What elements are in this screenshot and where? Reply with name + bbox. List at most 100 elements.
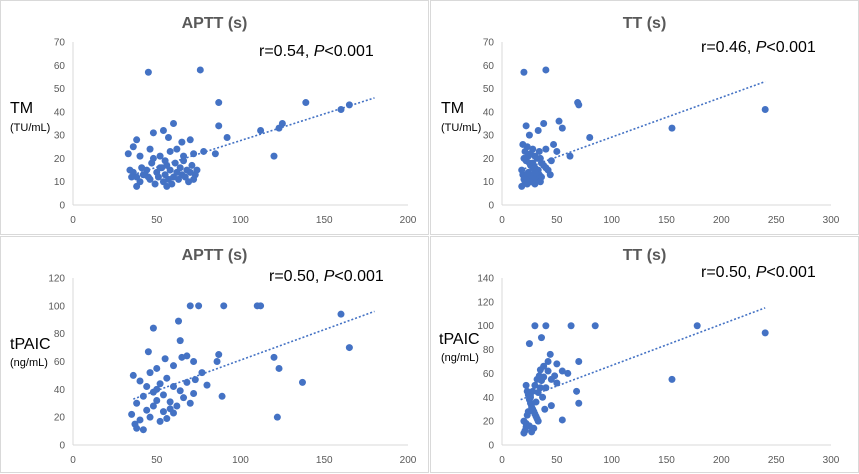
data-point — [180, 152, 188, 160]
y-tick-label: 0 — [59, 201, 65, 212]
data-point — [540, 120, 548, 127]
y-tick-label: 60 — [483, 369, 495, 380]
data-point — [531, 322, 539, 330]
x-tick-label: 300 — [823, 215, 840, 226]
data-point — [170, 409, 177, 417]
data-point — [154, 173, 162, 181]
data-point — [190, 358, 198, 365]
data-point — [523, 143, 531, 151]
x-tick-label: 0 — [70, 215, 76, 226]
y-tick-label: 120 — [48, 274, 65, 285]
y-tick-label: 70 — [483, 38, 495, 49]
data-point — [171, 159, 179, 167]
chart-tt-tpaic: TT (s) r=0.50, P<0.001 tPAIC (ng/mL) 0 20… — [430, 236, 859, 473]
y-tick-label: 20 — [483, 154, 495, 165]
data-point — [270, 152, 278, 160]
data-point — [530, 424, 538, 432]
y-tick-label: 40 — [54, 385, 66, 396]
x-tick-label: 0 — [499, 215, 505, 226]
y-tick-label: 60 — [54, 357, 66, 368]
scatter-plot: 0 20 40 60 80 100 120 140 0 50 100 150 200 250 300 — [477, 274, 839, 467]
data-point — [535, 147, 543, 155]
data-point — [575, 358, 583, 365]
y-axis-label: TM — [10, 100, 34, 117]
data-point — [586, 133, 594, 141]
data-point — [190, 150, 198, 158]
correlation-stat: r=0.46, P<0.001 — [701, 39, 816, 56]
y-axis-label: TM — [441, 100, 465, 117]
data-point — [176, 337, 184, 345]
y-tick-label: 20 — [54, 413, 66, 424]
data-point — [547, 157, 555, 165]
data-point — [573, 387, 581, 395]
y-tick-label: 20 — [483, 417, 495, 428]
data-point — [525, 159, 533, 167]
data-point — [203, 381, 211, 389]
data-point — [591, 322, 599, 330]
data-point — [211, 150, 219, 158]
data-point — [163, 415, 171, 423]
y-tick-label: 40 — [483, 107, 495, 118]
y-tick-label: 100 — [48, 301, 65, 312]
data-point — [129, 371, 137, 379]
x-tick-label: 150 — [316, 455, 333, 466]
chart-title: APTT (s) — [181, 247, 248, 264]
data-point — [176, 387, 184, 395]
data-point — [133, 136, 141, 144]
data-point — [159, 126, 167, 134]
data-point — [186, 302, 194, 310]
x-tick-label: 0 — [70, 455, 76, 466]
y-tick-label: 100 — [477, 321, 494, 332]
data-point — [213, 358, 221, 365]
data-point — [567, 322, 575, 330]
data-point — [541, 405, 549, 413]
data-point — [190, 390, 198, 398]
data-point — [525, 340, 533, 348]
data-point — [124, 150, 132, 158]
data-point — [550, 140, 558, 148]
y-tick-label: 0 — [488, 201, 494, 212]
data-point — [257, 302, 265, 310]
data-point — [133, 182, 141, 190]
data-point — [544, 358, 552, 365]
x-tick-label: 250 — [768, 455, 785, 466]
data-point — [159, 408, 167, 416]
data-point — [564, 369, 572, 377]
data-point — [198, 369, 206, 377]
data-point — [164, 133, 172, 141]
data-point — [546, 350, 554, 358]
data-point — [188, 161, 196, 169]
data-point — [166, 147, 174, 155]
data-point — [542, 66, 550, 74]
data-point — [156, 164, 164, 172]
data-point — [257, 126, 265, 134]
data-point — [553, 360, 561, 368]
scatter-plot: 0 10 20 30 40 50 60 70 0 50 100 150 200 250 300 — [483, 38, 840, 227]
data-point — [186, 399, 194, 407]
data-point — [159, 391, 167, 399]
data-point — [553, 379, 561, 387]
scatter-plot: 0 20 40 60 80 100 120 0 50 100 150 200 — [48, 274, 416, 467]
data-point — [337, 106, 345, 114]
data-point — [531, 168, 539, 176]
data-point — [166, 398, 174, 406]
y-tick-label: 0 — [488, 441, 494, 452]
data-point — [520, 68, 528, 76]
data-point — [298, 378, 306, 386]
data-point — [144, 173, 152, 181]
data-point — [542, 322, 550, 330]
data-point — [149, 324, 157, 332]
data-point — [536, 154, 544, 162]
data-point — [170, 383, 177, 391]
data-point — [537, 334, 545, 342]
data-point — [534, 417, 542, 425]
data-point — [520, 154, 528, 162]
data-point — [270, 353, 278, 361]
data-point — [173, 145, 181, 153]
x-tick-label: 50 — [151, 215, 163, 226]
data-point — [133, 424, 141, 432]
y-tick-label: 80 — [483, 345, 495, 356]
data-point — [176, 164, 184, 172]
data-point — [139, 426, 147, 434]
data-point — [149, 129, 157, 137]
